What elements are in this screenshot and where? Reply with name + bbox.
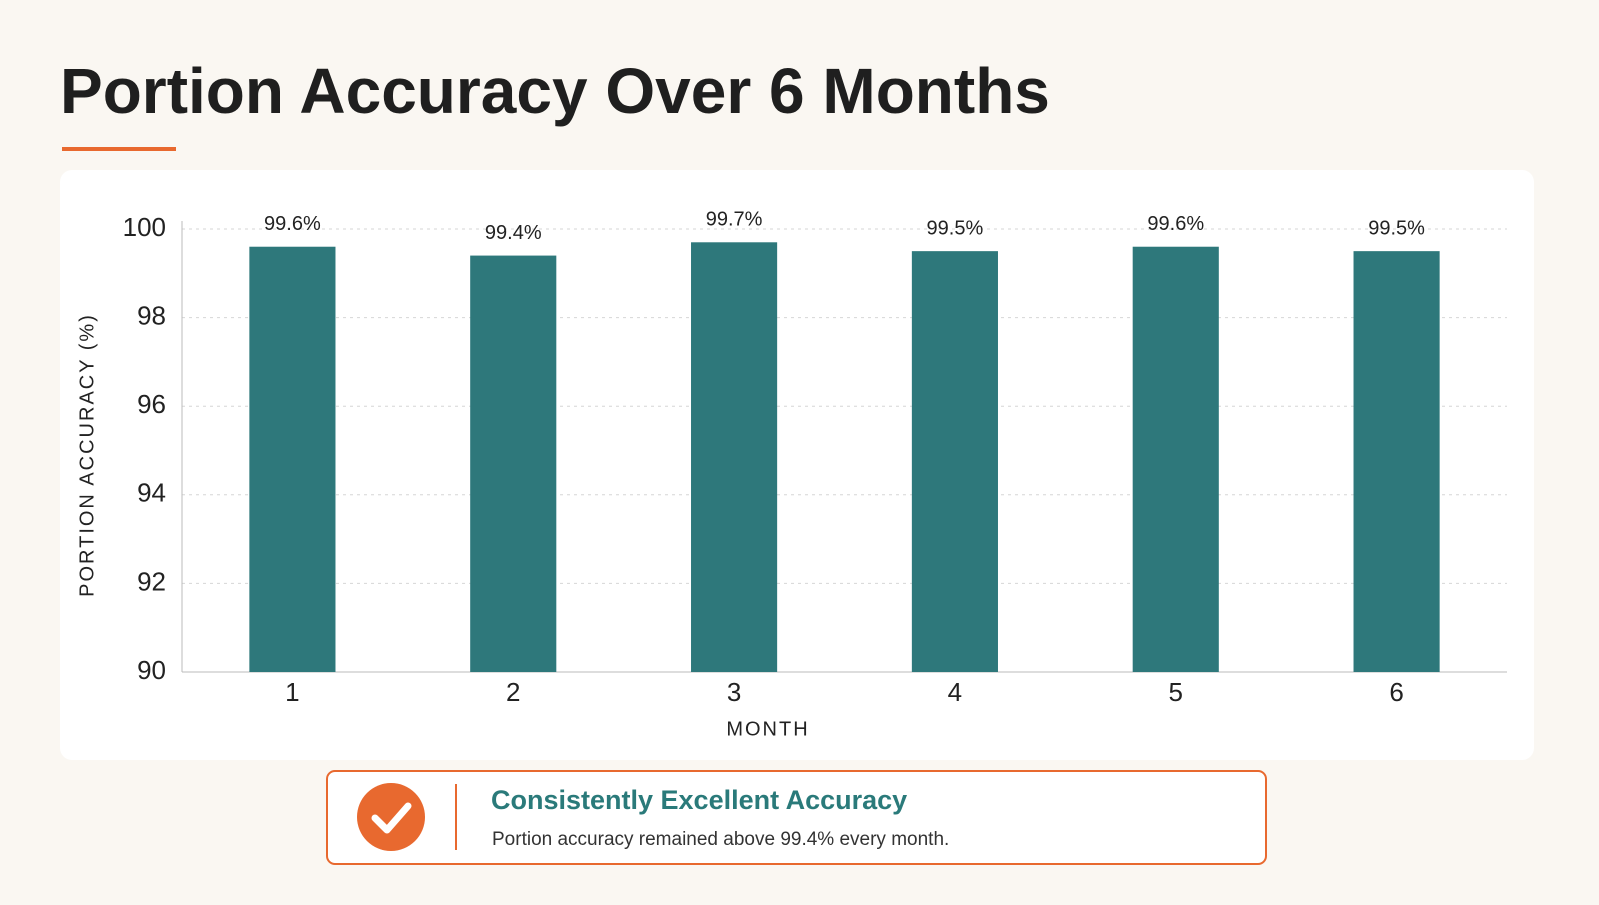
bar [691,242,778,673]
bar [1353,251,1440,672]
title-underline [62,147,176,151]
x-tick-label: 1 [285,677,299,707]
value-label: 99.5% [1368,217,1425,239]
callout-box [326,770,1267,865]
bar [470,255,557,672]
x-tick-label: 4 [948,677,962,707]
x-tick-label: 3 [727,677,741,707]
value-label: 99.6% [264,213,321,235]
y-tick-label: 90 [137,655,166,685]
y-tick-label: 98 [137,300,166,330]
check-mark [371,802,412,834]
bar [1132,246,1219,672]
value-label: 99.4% [485,222,542,244]
callout-title: Consistently Excellent Accuracy [491,785,907,815]
value-label: 99.6% [1147,213,1204,235]
y-tick-label: 100 [123,212,166,242]
x-tick-label: 6 [1389,677,1403,707]
x-tick-label: 5 [1169,677,1183,707]
plot-area: 90 92 94 96 98 100 1 99.6% 2 99.4% 3 99.7% 4 99.5% 5 99… [123,209,1507,707]
y-tick-label: 96 [137,389,166,419]
check-icon [357,783,425,851]
x-axis-label: MONTH [726,718,809,740]
bar [249,246,336,672]
callout-text: Portion accuracy remained above 99.4% ev… [492,829,949,850]
value-label: 99.7% [706,209,763,231]
y-tick-label: 94 [137,478,166,508]
chart-title: Portion Accuracy Over 6 Months [60,55,1050,127]
y-axis-label: PORTION ACCURACY (%) [76,313,98,597]
bar [911,251,998,672]
y-tick-label: 92 [137,566,166,596]
x-tick-label: 2 [506,677,520,707]
value-label: 99.5% [927,217,984,239]
